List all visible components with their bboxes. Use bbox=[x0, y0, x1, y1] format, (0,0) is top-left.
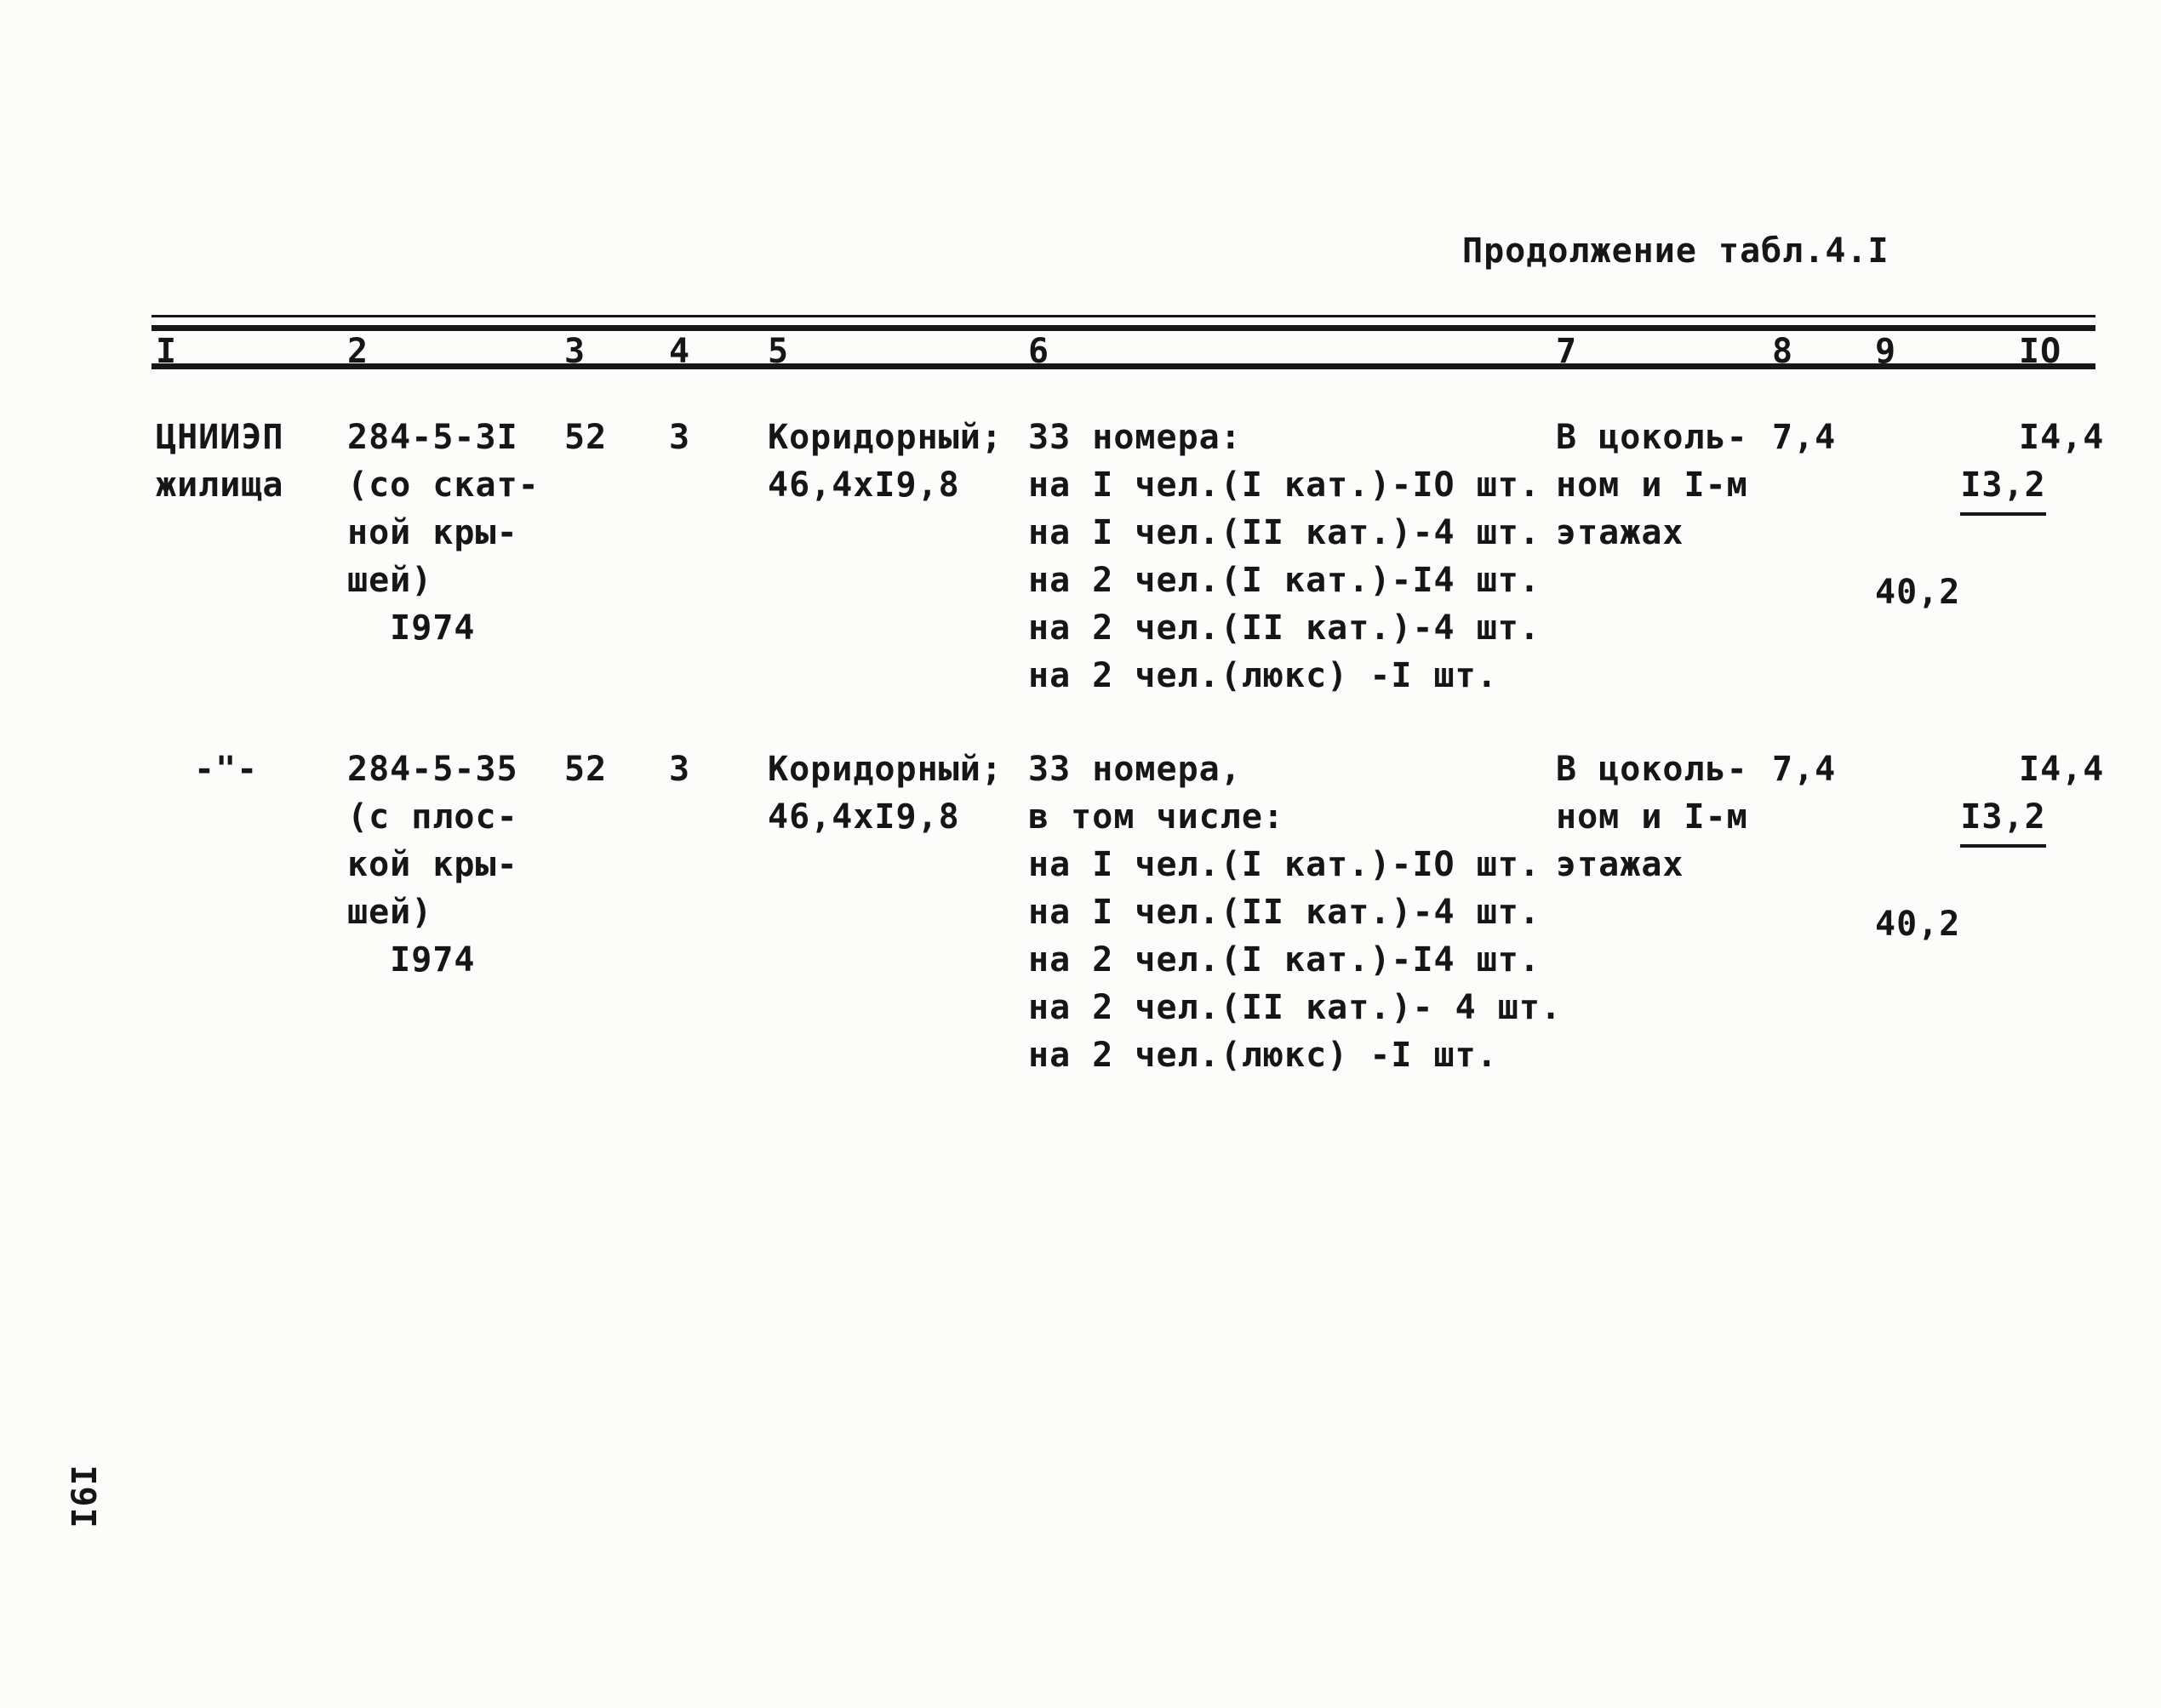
row1-column10-value: I4,4 bbox=[2019, 418, 2105, 457]
row1-column9-fraction: I3,2 40,2 bbox=[1875, 414, 2046, 711]
row1-project-series: 284-5-3I (со скат- ной кры- шей) I974 bbox=[347, 418, 540, 648]
row1-organization: ЦНИИЭП жилища bbox=[156, 418, 284, 505]
table-top-rule-thick bbox=[151, 325, 2095, 331]
row2-column9-fraction: I3,2 40,2 bbox=[1875, 745, 2046, 1043]
row2-column9-denominator: 40,2 bbox=[1875, 905, 1961, 944]
row2-project-series: 284-5-35 (с плос- кой кры- шей) I974 bbox=[347, 750, 518, 980]
row1-floors: 3 bbox=[669, 418, 691, 457]
header-bottom-rule bbox=[151, 363, 2095, 369]
row1-column9-denominator: 40,2 bbox=[1875, 573, 1961, 612]
table-continuation-title: Продолжение табл.4.I bbox=[1462, 231, 1889, 271]
row2-planning-scheme: Коридорный; 46,4хI9,8 bbox=[768, 750, 1003, 837]
row2-location-note: В цоколь- ном и I-м этажах bbox=[1556, 750, 1748, 884]
row1-planning-scheme: Коридорный; 46,4хI9,8 bbox=[768, 418, 1003, 505]
row1-location-note: В цоколь- ном и I-м этажах bbox=[1556, 418, 1748, 552]
row2-room-composition: 33 номера, в том числе: на I чел.(I кат.… bbox=[1028, 750, 1563, 1075]
row2-column9-numerator: I3,2 bbox=[1960, 793, 2046, 848]
table-top-rule-thin bbox=[151, 315, 2095, 317]
row1-room-composition: 33 номера: на I чел.(I кат.)-IO шт. на I… bbox=[1028, 418, 1541, 695]
page-number: I6I bbox=[66, 1464, 105, 1528]
row2-capacity: 52 bbox=[564, 750, 608, 789]
row2-organization-ditto: -"- bbox=[194, 750, 259, 789]
row1-column9-numerator: I3,2 bbox=[1960, 461, 2046, 516]
row1-capacity: 52 bbox=[564, 418, 608, 457]
row2-column8-value: 7,4 bbox=[1772, 750, 1837, 789]
row1-column8-value: 7,4 bbox=[1772, 418, 1837, 457]
row2-floors: 3 bbox=[669, 750, 691, 789]
row2-column10-value: I4,4 bbox=[2019, 750, 2105, 789]
